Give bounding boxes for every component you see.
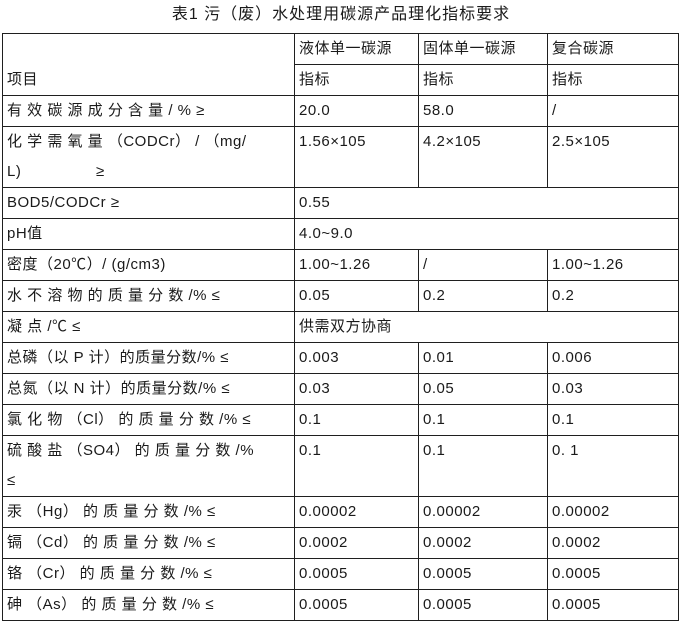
- cell-value: 0.0005: [547, 589, 679, 621]
- cell-value: 0.0002: [294, 527, 419, 559]
- cell-value: 4.2×105: [418, 126, 548, 188]
- indicators-table: 项目 液体单一碳源 固体单一碳源 复合碳源 指标 指标 指标 有 效 碳 源 成…: [2, 33, 679, 621]
- row-label: 氯 化 物 （Cl） 的 质 量 分 数 /% ≤: [2, 404, 295, 436]
- cell-value: 0.00002: [547, 496, 679, 528]
- row-label: 汞 （Hg） 的 质 量 分 数 /% ≤: [2, 496, 295, 528]
- row-label: 总氮（以 N 计）的质量分数/% ≤: [2, 373, 295, 405]
- cell-value: 0.1: [294, 435, 419, 497]
- cell-value: /: [418, 249, 548, 281]
- row-label: 凝 点 /℃ ≤: [2, 311, 295, 343]
- row-label: 总磷（以 P 计）的质量分数/% ≤: [2, 342, 295, 374]
- header-sub-solid: 指标: [418, 64, 548, 96]
- cell-value: 58.0: [418, 95, 548, 127]
- table-row: 硫 酸 盐 （SO4） 的 质 量 分 数 /% ≤ 0.1 0.1 0. 1: [2, 435, 679, 497]
- row-label: 铬 （Cr） 的 质 量 分 数 /% ≤: [2, 558, 295, 590]
- cell-value: 0.0005: [294, 589, 419, 621]
- cell-value: 1.00~1.26: [547, 249, 679, 281]
- cell-value: 0.0005: [294, 558, 419, 590]
- table-row: 有 效 碳 源 成 分 含 量 / % ≥ 20.0 58.0 /: [2, 95, 679, 127]
- cell-value: 2.5×105: [547, 126, 679, 188]
- cell-value: 0.003: [294, 342, 419, 374]
- cell-value: 0.03: [294, 373, 419, 405]
- header-sub-composite: 指标: [547, 64, 679, 96]
- table-row: 密度（20℃）/ (g/cm3) 1.00~1.26 / 1.00~1.26: [2, 249, 679, 281]
- cell-value-merged: 供需双方协商: [294, 311, 679, 343]
- table-row: 镉 （Cd） 的 质 量 分 数 /% ≤ 0.0002 0.0002 0.00…: [2, 527, 679, 559]
- header-col-liquid: 液体单一碳源: [294, 33, 419, 65]
- cell-value: 0.01: [418, 342, 548, 374]
- cell-value: 0.1: [547, 404, 679, 436]
- row-label: 有 效 碳 源 成 分 含 量 / % ≥: [2, 95, 295, 127]
- row-label: 镉 （Cd） 的 质 量 分 数 /% ≤: [2, 527, 295, 559]
- row-label: 化 学 需 氧 量 （CODCr） / （mg/ L) ≥: [2, 126, 295, 188]
- header-row-sub: 指标 指标 指标: [3, 64, 679, 96]
- table-row: 总磷（以 P 计）的质量分数/% ≤ 0.003 0.01 0.006: [2, 342, 679, 374]
- row-label: 砷 （As） 的 质 量 分 数 /% ≤: [2, 589, 295, 621]
- row-label: 水 不 溶 物 的 质 量 分 数 /% ≤: [2, 280, 295, 312]
- cell-value: 1.00~1.26: [294, 249, 419, 281]
- cell-value: /: [547, 95, 679, 127]
- row-label: pH值: [2, 218, 295, 250]
- cell-value: 0.00002: [418, 496, 548, 528]
- cell-value-merged: 0.55: [294, 187, 679, 219]
- cell-value: 1.56×105: [294, 126, 419, 188]
- header-item: 项目: [2, 33, 295, 96]
- table-row: pH值 4.0~9.0: [2, 218, 679, 250]
- cell-value: 0.0002: [547, 527, 679, 559]
- cell-value: 0.0002: [418, 527, 548, 559]
- table-row: 化 学 需 氧 量 （CODCr） / （mg/ L) ≥ 1.56×105 4…: [2, 126, 679, 188]
- cell-value: 0.05: [294, 280, 419, 312]
- row-label: BOD5/CODCr ≥: [2, 187, 295, 219]
- cell-value: 20.0: [294, 95, 419, 127]
- header-col-composite: 复合碳源: [547, 33, 679, 65]
- page-title: 表1 污（废）水处理用碳源产品理化指标要求: [171, 6, 511, 23]
- cell-value: 0.0005: [418, 589, 548, 621]
- table-row: 铬 （Cr） 的 质 量 分 数 /% ≤ 0.0005 0.0005 0.00…: [2, 558, 679, 590]
- row-label: 密度（20℃）/ (g/cm3): [2, 249, 295, 281]
- cell-value: 0.0005: [547, 558, 679, 590]
- cell-value: 0.2: [418, 280, 548, 312]
- table-row: BOD5/CODCr ≥ 0.55: [2, 187, 679, 219]
- cell-value: 0.1: [294, 404, 419, 436]
- table-row: 汞 （Hg） 的 质 量 分 数 /% ≤ 0.00002 0.00002 0.…: [2, 496, 679, 528]
- cell-value: 0.00002: [294, 496, 419, 528]
- table-row: 总氮（以 N 计）的质量分数/% ≤ 0.03 0.05 0.03: [2, 373, 679, 405]
- cell-value: 0.006: [547, 342, 679, 374]
- cell-value: 0.2: [547, 280, 679, 312]
- table-row: 砷 （As） 的 质 量 分 数 /% ≤ 0.0005 0.0005 0.00…: [2, 589, 679, 621]
- cell-value: 0.03: [547, 373, 679, 405]
- header-row-types: 项目 液体单一碳源 固体单一碳源 复合碳源: [2, 33, 679, 96]
- cell-value: 0.0005: [418, 558, 548, 590]
- cell-value: 0. 1: [547, 435, 679, 497]
- cell-value: 0.1: [418, 404, 548, 436]
- table-row: 凝 点 /℃ ≤ 供需双方协商: [2, 311, 679, 343]
- cell-value-merged: 4.0~9.0: [294, 218, 679, 250]
- cell-value: 0.1: [418, 435, 548, 497]
- cell-value: 0.05: [418, 373, 548, 405]
- table-row: 水 不 溶 物 的 质 量 分 数 /% ≤ 0.05 0.2 0.2: [2, 280, 679, 312]
- row-label: 硫 酸 盐 （SO4） 的 质 量 分 数 /% ≤: [2, 435, 295, 497]
- header-col-solid: 固体单一碳源: [418, 33, 548, 65]
- header-sub-liquid: 指标: [294, 64, 419, 96]
- table-row: 氯 化 物 （Cl） 的 质 量 分 数 /% ≤ 0.1 0.1 0.1: [2, 404, 679, 436]
